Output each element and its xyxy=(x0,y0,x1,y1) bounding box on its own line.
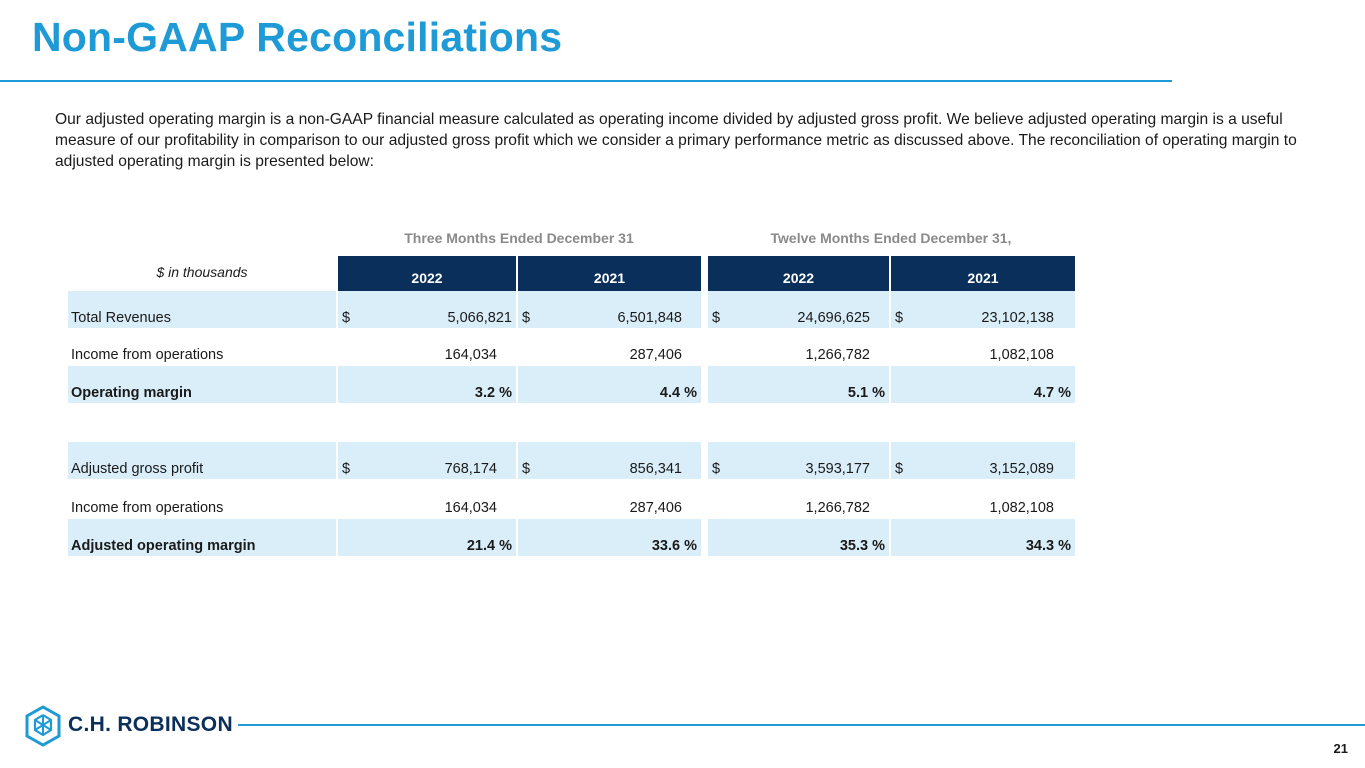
table-cell: $23,102,138 xyxy=(891,291,1075,328)
table-cell: 33.6 % xyxy=(518,519,701,556)
table-row: Operating margin 3.2 % 4.4 % 5.1 % 4.7 % xyxy=(0,366,1365,403)
table-cell: 4.7 % xyxy=(891,366,1075,403)
column-header-y-2022: 2022 xyxy=(708,256,889,291)
row-label: Total Revenues xyxy=(68,291,336,328)
table-cell: $6,501,848 xyxy=(518,291,701,328)
currency-symbol: $ xyxy=(712,461,721,477)
table-cell: 5.1 % xyxy=(708,366,889,403)
units-label: $ in thousands xyxy=(156,264,248,280)
table-cell: 34.3 % xyxy=(891,519,1075,556)
cell-value: 287,406 xyxy=(629,500,682,516)
currency-symbol: $ xyxy=(712,310,721,326)
cell-value: 856,341 xyxy=(629,461,682,477)
table-cell: $5,066,821 xyxy=(338,291,516,328)
table-cell: 1,266,782 xyxy=(708,328,889,365)
cell-value: 1,266,782 xyxy=(805,347,870,363)
cell-value: 1,082,108 xyxy=(989,347,1054,363)
currency-symbol: $ xyxy=(895,461,904,477)
cube-logo-icon xyxy=(25,705,61,747)
table-cell: 3.2 % xyxy=(338,366,516,403)
cell-value: 3.2 % xyxy=(474,385,512,401)
cell-value: 164,034 xyxy=(444,347,497,363)
intro-paragraph: Our adjusted operating margin is a non-G… xyxy=(55,111,1297,170)
cell-value: 34.3 % xyxy=(1025,538,1071,554)
table-cell: 164,034 xyxy=(338,328,516,365)
table-cell: 1,082,108 xyxy=(891,481,1075,518)
table-cell: 4.4 % xyxy=(518,366,701,403)
currency-symbol: $ xyxy=(895,310,904,326)
table-cell: $3,152,089 xyxy=(891,442,1075,479)
table-row: Total Revenues $5,066,821 $6,501,848 $24… xyxy=(0,291,1365,328)
table-cell: 164,034 xyxy=(338,481,516,518)
cell-value: 5,066,821 xyxy=(447,310,512,326)
title-divider xyxy=(0,80,1172,82)
cell-value: 23,102,138 xyxy=(981,310,1054,326)
cell-value: 287,406 xyxy=(629,347,682,363)
table-cell: 35.3 % xyxy=(708,519,889,556)
table-row: Income from operations 164,034 287,406 1… xyxy=(0,328,1365,365)
group-header-three-months: Three Months Ended December 31 xyxy=(404,230,634,246)
table-cell: 287,406 xyxy=(518,328,701,365)
footer-divider xyxy=(238,724,1365,726)
table-cell: $24,696,625 xyxy=(708,291,889,328)
cell-value: 6,501,848 xyxy=(617,310,682,326)
cell-value: 35.3 % xyxy=(839,538,885,554)
column-header-q-2022: 2022 xyxy=(338,256,516,291)
page-number: 21 xyxy=(1333,741,1348,756)
cell-value: 33.6 % xyxy=(651,538,697,554)
currency-symbol: $ xyxy=(342,310,351,326)
table-row: Adjusted operating margin 21.4 % 33.6 % … xyxy=(0,519,1365,556)
table-cell: $3,593,177 xyxy=(708,442,889,479)
table-row: Adjusted gross profit $768,174 $856,341 … xyxy=(0,442,1365,479)
row-label: Operating margin xyxy=(68,366,336,403)
cell-value: 5.1 % xyxy=(847,385,885,401)
table-cell: 21.4 % xyxy=(338,519,516,556)
row-label: Income from operations xyxy=(71,500,224,516)
cell-value: 4.7 % xyxy=(1033,385,1071,401)
table-cell: $856,341 xyxy=(518,442,701,479)
cell-value: 3,152,089 xyxy=(989,461,1054,477)
cell-value: 768,174 xyxy=(444,461,497,477)
cell-value: 1,082,108 xyxy=(989,500,1054,516)
table-cell: 1,266,782 xyxy=(708,481,889,518)
currency-symbol: $ xyxy=(522,310,531,326)
currency-symbol: $ xyxy=(342,461,351,477)
table-cell: $768,174 xyxy=(338,442,516,479)
page-title: Non-GAAP Reconciliations xyxy=(32,14,563,60)
company-logo-text: C.H. ROBINSON xyxy=(68,713,233,736)
cell-value: 164,034 xyxy=(444,500,497,516)
currency-symbol: $ xyxy=(522,461,531,477)
cell-value: 24,696,625 xyxy=(797,310,870,326)
cell-value: 3,593,177 xyxy=(805,461,870,477)
column-header-y-2021: 2021 xyxy=(891,256,1075,291)
cell-value: 4.4 % xyxy=(659,385,697,401)
cell-value: 21.4 % xyxy=(466,538,512,554)
column-header-q-2021: 2021 xyxy=(518,256,701,291)
cell-value: 1,266,782 xyxy=(805,500,870,516)
row-label: Adjusted gross profit xyxy=(68,442,336,479)
row-label: Income from operations xyxy=(71,347,224,363)
table-cell: 287,406 xyxy=(518,481,701,518)
table-row: Income from operations 164,034 287,406 1… xyxy=(0,481,1365,518)
group-header-twelve-months: Twelve Months Ended December 31, xyxy=(770,230,1012,246)
row-label: Adjusted operating margin xyxy=(68,519,336,556)
table-cell: 1,082,108 xyxy=(891,328,1075,365)
